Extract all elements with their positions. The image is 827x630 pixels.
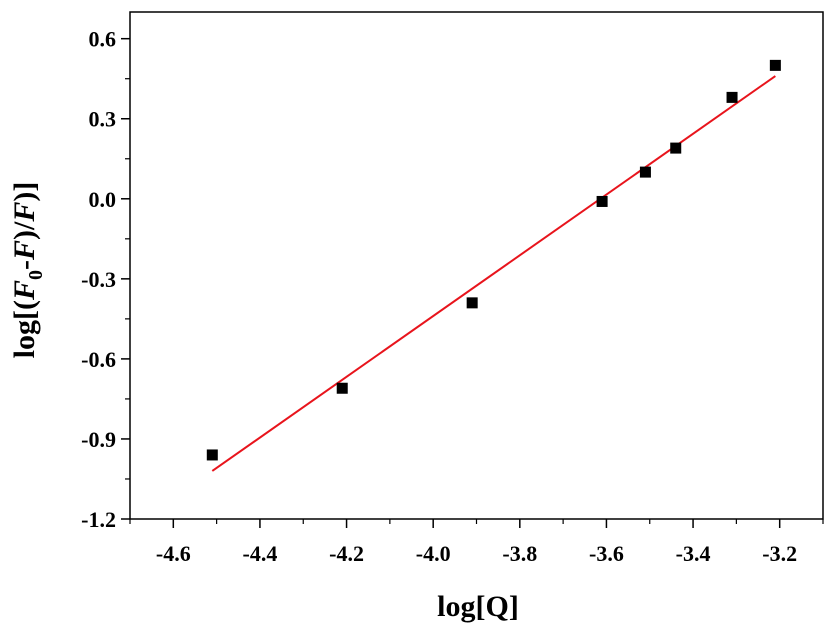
data-point	[336, 382, 348, 394]
x-tick-label: -3.2	[762, 541, 797, 566]
x-tick-label: -3.4	[676, 541, 711, 566]
data-point	[466, 297, 478, 309]
data-points	[206, 59, 781, 461]
x-tick-label: -3.6	[589, 541, 624, 566]
axis-ticks	[121, 37, 824, 528]
y-axis-title-subscript: 0	[25, 270, 47, 280]
x-tick-labels: -4.6 -4.4 -4.2 -4.0 -3.8 -3.6 -3.4 -3.2	[156, 541, 797, 566]
x-tick-label: -4.0	[416, 541, 451, 566]
y-tick-label: 0.0	[89, 187, 117, 212]
x-tick-label: -3.8	[502, 541, 537, 566]
y-axis-title: log[(F0-F)/F)]	[8, 182, 47, 359]
y-tick-label: -1.2	[81, 507, 116, 532]
data-point	[639, 166, 651, 178]
x-tick-label: -4.4	[243, 541, 278, 566]
x-tick-label: -4.2	[329, 541, 364, 566]
data-point	[726, 91, 738, 103]
y-tick-label: 0.6	[89, 27, 117, 52]
y-axis-title-f3: F	[8, 202, 41, 223]
y-tick-label: -0.9	[81, 427, 116, 452]
y-axis-title-prefix: log[(	[8, 300, 41, 358]
y-axis-title-f1: F	[8, 280, 41, 301]
data-point	[596, 195, 608, 207]
y-axis-title-mid2: )/	[8, 221, 41, 240]
x-axis-title: log[Q]	[437, 590, 519, 623]
y-axis-title-f2: F	[8, 240, 41, 261]
y-tick-label: 0.3	[89, 107, 117, 132]
data-point	[206, 449, 218, 461]
y-tick-labels: -1.2 -0.9 -0.6 -0.3 0.0 0.3 0.6	[81, 27, 116, 532]
y-tick-label: -0.6	[81, 347, 116, 372]
fit-lines	[211, 75, 776, 472]
y-tick-label: -0.3	[81, 267, 116, 292]
y-axis-title-suffix: )]	[8, 182, 41, 202]
plot-frame	[129, 11, 824, 520]
y-axis-title-mid1: -	[8, 260, 41, 270]
data-point	[769, 59, 781, 71]
x-tick-label: -4.6	[156, 541, 191, 566]
data-point	[670, 142, 682, 154]
fit-line	[211, 75, 776, 472]
